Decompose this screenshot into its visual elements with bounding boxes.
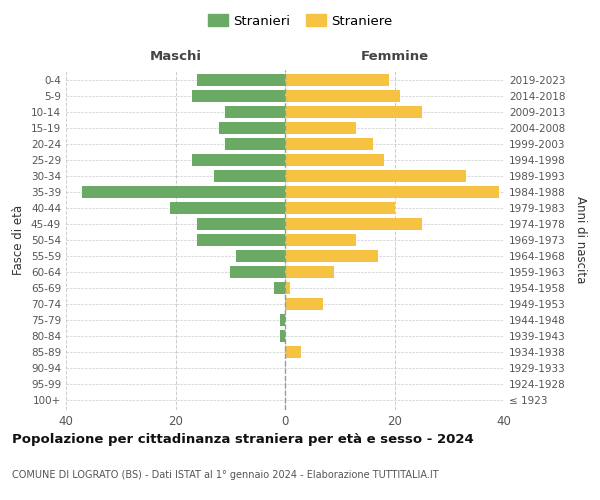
Bar [192,154,285,166]
Bar [285,122,356,134]
Bar [192,90,285,102]
Bar [225,106,285,118]
Bar [170,202,285,214]
Bar [197,218,285,230]
Bar [285,218,422,230]
Y-axis label: Fasce di età: Fasce di età [13,205,25,275]
Bar [285,298,323,310]
Text: Popolazione per cittadinanza straniera per età e sesso - 2024: Popolazione per cittadinanza straniera p… [12,432,474,446]
Bar [285,138,373,150]
Bar [280,314,285,326]
Bar [285,282,290,294]
Bar [285,234,356,246]
Bar [82,186,285,198]
Bar [197,74,285,86]
Bar [230,266,285,278]
Legend: Stranieri, Straniere: Stranieri, Straniere [203,9,397,33]
Bar [225,138,285,150]
Text: Maschi: Maschi [149,50,202,63]
Bar [285,74,389,86]
Y-axis label: Anni di nascita: Anni di nascita [574,196,587,284]
Bar [285,170,466,182]
Bar [285,250,378,262]
Bar [285,106,422,118]
Bar [280,330,285,342]
Bar [220,122,285,134]
Bar [214,170,285,182]
Bar [285,90,400,102]
Bar [197,234,285,246]
Text: Femmine: Femmine [361,50,428,63]
Bar [285,186,499,198]
Bar [285,202,395,214]
Bar [285,346,301,358]
Bar [236,250,285,262]
Bar [285,154,383,166]
Text: COMUNE DI LOGRATO (BS) - Dati ISTAT al 1° gennaio 2024 - Elaborazione TUTTITALIA: COMUNE DI LOGRATO (BS) - Dati ISTAT al 1… [12,470,439,480]
Bar [285,266,334,278]
Bar [274,282,285,294]
